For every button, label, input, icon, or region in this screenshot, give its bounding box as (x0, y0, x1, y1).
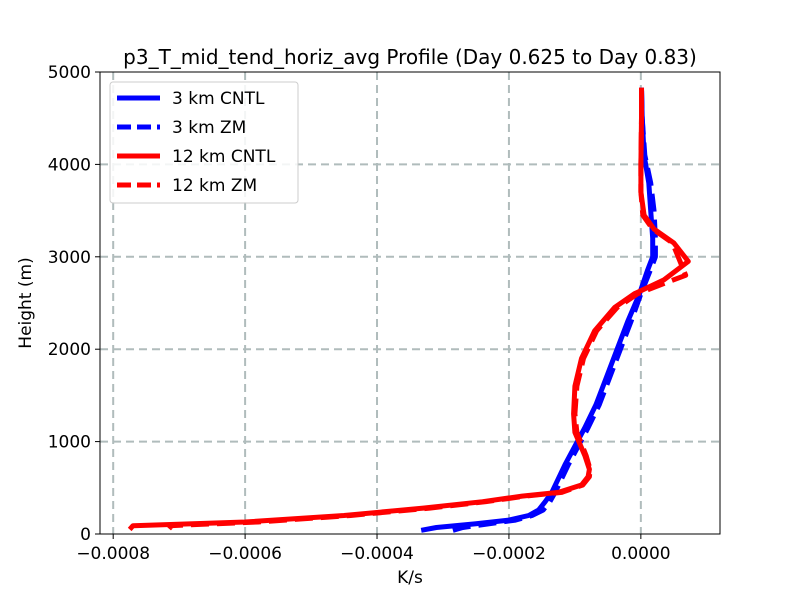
series-lines (127, 87, 691, 533)
y-tick-label: 5000 (48, 63, 91, 83)
x-axis: −0.0008 −0.0006 −0.0004 −0.0002 0.0000 (76, 534, 671, 564)
chart-title: p3_T_mid_tend_horiz_avg Profile (Day 0.6… (123, 45, 697, 69)
y-tick-label: 4000 (48, 155, 91, 175)
x-tick-label: −0.0006 (208, 544, 282, 564)
x-tick-label: 0.0000 (611, 544, 670, 564)
axes-frame (99, 71, 721, 535)
legend-label: 3 km CNTL (172, 89, 265, 109)
series-line (452, 87, 658, 533)
y-tick-label: 0 (80, 525, 91, 545)
y-axis: 0 1000 2000 3000 4000 5000 (48, 63, 100, 545)
grid-lines (100, 72, 720, 534)
legend-label: 3 km ZM (172, 118, 246, 138)
legend-label: 12 km ZM (172, 176, 257, 196)
x-tick-label: −0.0008 (76, 544, 150, 564)
legend: 3 km CNTL 3 km ZM 12 km CNTL 12 km ZM (109, 81, 299, 204)
series-line (420, 87, 656, 533)
x-tick-label: −0.0004 (340, 544, 414, 564)
x-tick-label: −0.0002 (472, 544, 546, 564)
y-tick-label: 3000 (48, 248, 91, 268)
legend-label: 12 km CNTL (172, 147, 276, 167)
y-axis-label: Height (m) (16, 257, 36, 348)
series-line (166, 87, 689, 531)
x-axis-label: K/s (397, 568, 423, 588)
plot-area: −0.0008 −0.0006 −0.0004 −0.0002 0.0000 0 1000… (48, 63, 721, 564)
y-tick-label: 2000 (48, 340, 91, 360)
legend-frame (109, 81, 299, 204)
y-tick-label: 1000 (48, 433, 91, 453)
